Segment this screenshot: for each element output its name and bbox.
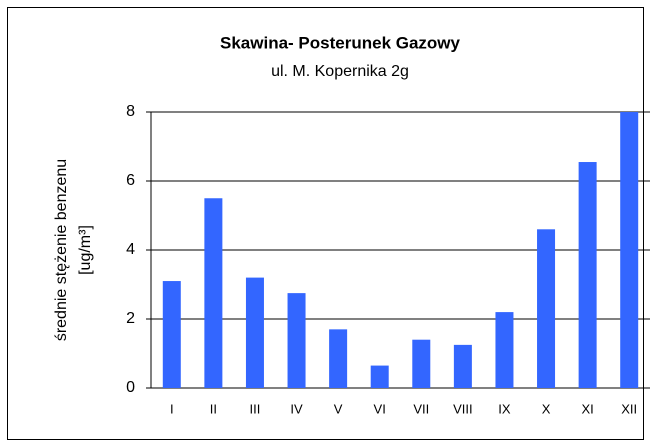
x-tick-label: VII: [413, 401, 429, 416]
bar: [412, 339, 431, 388]
y-tick-label: 4: [126, 241, 135, 258]
y-axis-label: [ug/m³]: [77, 225, 94, 275]
bar: [162, 281, 181, 388]
x-tick-label: II: [210, 401, 217, 416]
bar: [578, 162, 597, 388]
x-tick-label: IX: [498, 401, 511, 416]
bar: [495, 312, 514, 388]
bar: [453, 344, 472, 388]
x-tick-label: I: [170, 401, 174, 416]
bar: [537, 229, 556, 388]
chart-title: Skawina- Posterunek Gazowy: [220, 33, 461, 52]
x-tick-label: V: [334, 401, 343, 416]
x-tick-label: IV: [290, 401, 303, 416]
bar: [620, 112, 639, 388]
x-tick-label: X: [542, 401, 551, 416]
x-tick-label: VI: [374, 401, 386, 416]
chart-subtitle: ul. M. Kopernika 2g: [271, 63, 409, 80]
bar: [329, 329, 348, 388]
bar: [204, 198, 223, 388]
y-tick-label: 0: [126, 379, 135, 396]
y-tick-label: 6: [126, 172, 135, 189]
bar: [287, 293, 306, 388]
x-tick-label: III: [250, 401, 261, 416]
x-tick-label: VIII: [453, 401, 473, 416]
bar: [370, 365, 389, 388]
x-tick-label: XI: [581, 401, 593, 416]
x-tick-label: XII: [621, 401, 637, 416]
chart-border: [7, 7, 644, 440]
y-axis-label: średnie stężenie benzenu: [53, 159, 70, 341]
y-tick-label: 8: [126, 103, 135, 120]
bar: [245, 277, 264, 388]
y-tick-label: 2: [126, 310, 135, 327]
